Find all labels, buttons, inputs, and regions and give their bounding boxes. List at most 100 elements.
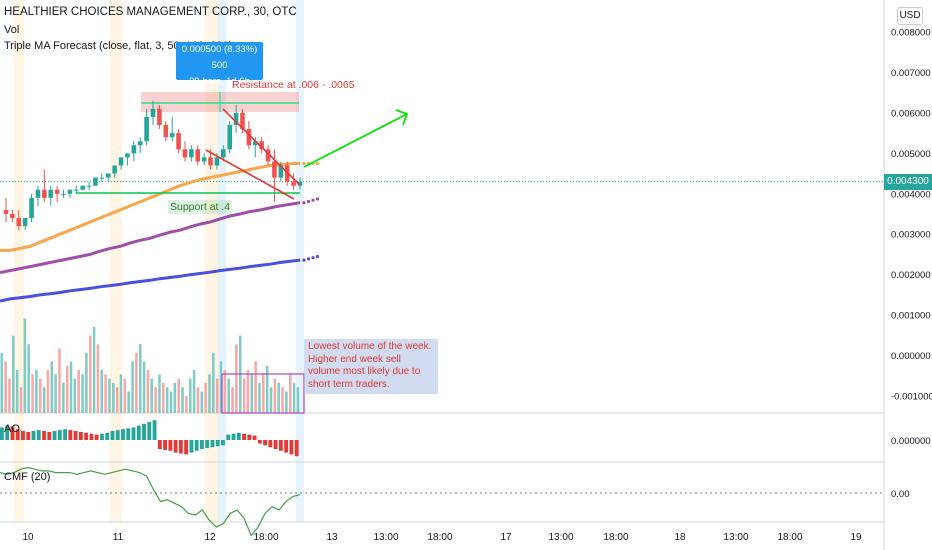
- ma-forecast-dot: [315, 161, 320, 166]
- volume-bar: [108, 378, 111, 413]
- measure-line-2: 29 bars, 1d 6h: [189, 76, 250, 87]
- forecast-arrow-shaft: [303, 113, 408, 168]
- currency-button[interactable]: USD: [897, 7, 923, 25]
- volume-bar: [88, 335, 92, 413]
- ao-bar: [94, 434, 99, 440]
- cmf-label[interactable]: CMF (20): [4, 471, 51, 483]
- candle-body: [112, 165, 117, 174]
- price-tick-label: 0.000000: [891, 351, 931, 362]
- volume-bar: [281, 387, 284, 413]
- volume-bar: [15, 370, 19, 413]
- volume-bar: [181, 387, 184, 413]
- candle-body: [265, 149, 271, 162]
- ao-bar: [194, 440, 199, 451]
- candle-body: [291, 181, 296, 186]
- ao-bar: [0, 427, 4, 440]
- time-tick-label: 13:00: [723, 532, 748, 543]
- ao-bar: [263, 440, 268, 446]
- ao-bar: [221, 440, 225, 446]
- ma-forecast-dot: [315, 254, 320, 259]
- ao-histogram: [0, 420, 299, 457]
- volume-bar: [23, 318, 27, 413]
- wedge-upper-line: [222, 108, 301, 186]
- ma200-line: [0, 258, 301, 303]
- price-tick-label: 0.004000: [891, 189, 931, 200]
- candle-body: [93, 177, 98, 186]
- ao-bar: [178, 440, 183, 454]
- candle-body: [42, 189, 47, 198]
- ao-label[interactable]: AO: [4, 423, 20, 435]
- ao-bar: [173, 440, 178, 453]
- ao-bar: [115, 430, 120, 440]
- session-band: [110, 0, 122, 522]
- candle-body: [195, 149, 201, 162]
- volume-bar: [173, 382, 177, 413]
- ao-bar: [268, 440, 273, 448]
- volume-bar: [142, 361, 146, 413]
- volume-bar: [150, 378, 154, 413]
- ao-bar: [284, 440, 289, 453]
- ao-bar: [252, 435, 257, 440]
- time-tick-label: 17: [500, 532, 512, 543]
- volume-bar: [100, 370, 104, 413]
- volume-bar: [54, 374, 57, 413]
- last-price-tag: 0.004300: [884, 174, 932, 190]
- ao-bar: [210, 440, 215, 448]
- ao-bar: [236, 432, 241, 440]
- volume-bar: [219, 361, 223, 413]
- wedge-lower-line: [205, 149, 295, 200]
- volume-bar: [69, 361, 73, 413]
- indicator-label[interactable]: Triple MA Forecast (close, flat, 3, 50, …: [4, 40, 233, 52]
- candle-body: [125, 153, 130, 158]
- volume-bar: [223, 370, 227, 413]
- candle-body: [80, 185, 85, 190]
- cmf-line: [0, 466, 301, 537]
- ao-bar: [152, 420, 157, 440]
- ao-bar: [189, 440, 194, 453]
- candle-body: [157, 108, 162, 126]
- volume-bar: [273, 378, 277, 413]
- candle-body: [16, 218, 22, 227]
- volume-bar: [262, 374, 265, 413]
- volume-bar: [254, 361, 257, 413]
- candle-body: [61, 193, 66, 195]
- ao-tick-label: 0.000000: [891, 436, 931, 447]
- volume-bar: [8, 378, 11, 413]
- candle-body: [201, 157, 207, 162]
- ao-bar: [136, 425, 141, 440]
- ma50-line: [0, 161, 301, 252]
- candle-body: [208, 157, 213, 166]
- candle-body: [227, 125, 232, 150]
- volume-bar: [212, 352, 215, 413]
- trend-drawings: [76, 108, 409, 200]
- ao-bar: [278, 440, 283, 451]
- candle-body: [144, 116, 149, 142]
- ao-bar: [68, 430, 73, 440]
- volume-bar: [285, 391, 288, 413]
- volume-bar: [188, 378, 192, 413]
- candle-body: [233, 112, 239, 126]
- candle-body: [105, 173, 111, 178]
- volume-bar: [265, 365, 269, 413]
- price-tick-label: 0.003000: [891, 230, 931, 241]
- volume-bar: [81, 374, 84, 413]
- volume-bar: [12, 335, 15, 413]
- ao-bar: [226, 434, 231, 440]
- volume-bar: [27, 344, 30, 413]
- time-tick-label: 18:00: [427, 532, 452, 543]
- volume-bar: [146, 370, 150, 413]
- ao-bar: [52, 431, 57, 440]
- time-tick-label: 18:00: [777, 532, 802, 543]
- candle-body: [252, 141, 258, 146]
- vol-label[interactable]: Vol: [4, 24, 20, 36]
- ma-forecast-dot: [306, 199, 311, 204]
- volume-bar: [104, 374, 107, 413]
- support-label: Support at .4: [168, 200, 233, 214]
- ao-bar: [215, 440, 220, 447]
- volume-bar: [85, 352, 88, 413]
- time-tick-label: 18: [674, 532, 686, 543]
- ao-bar: [21, 431, 25, 440]
- axes: 0.008000 0.007000 0.006000 0.005000 0.004000…: [22, 28, 932, 544]
- volume-bar: [250, 374, 254, 413]
